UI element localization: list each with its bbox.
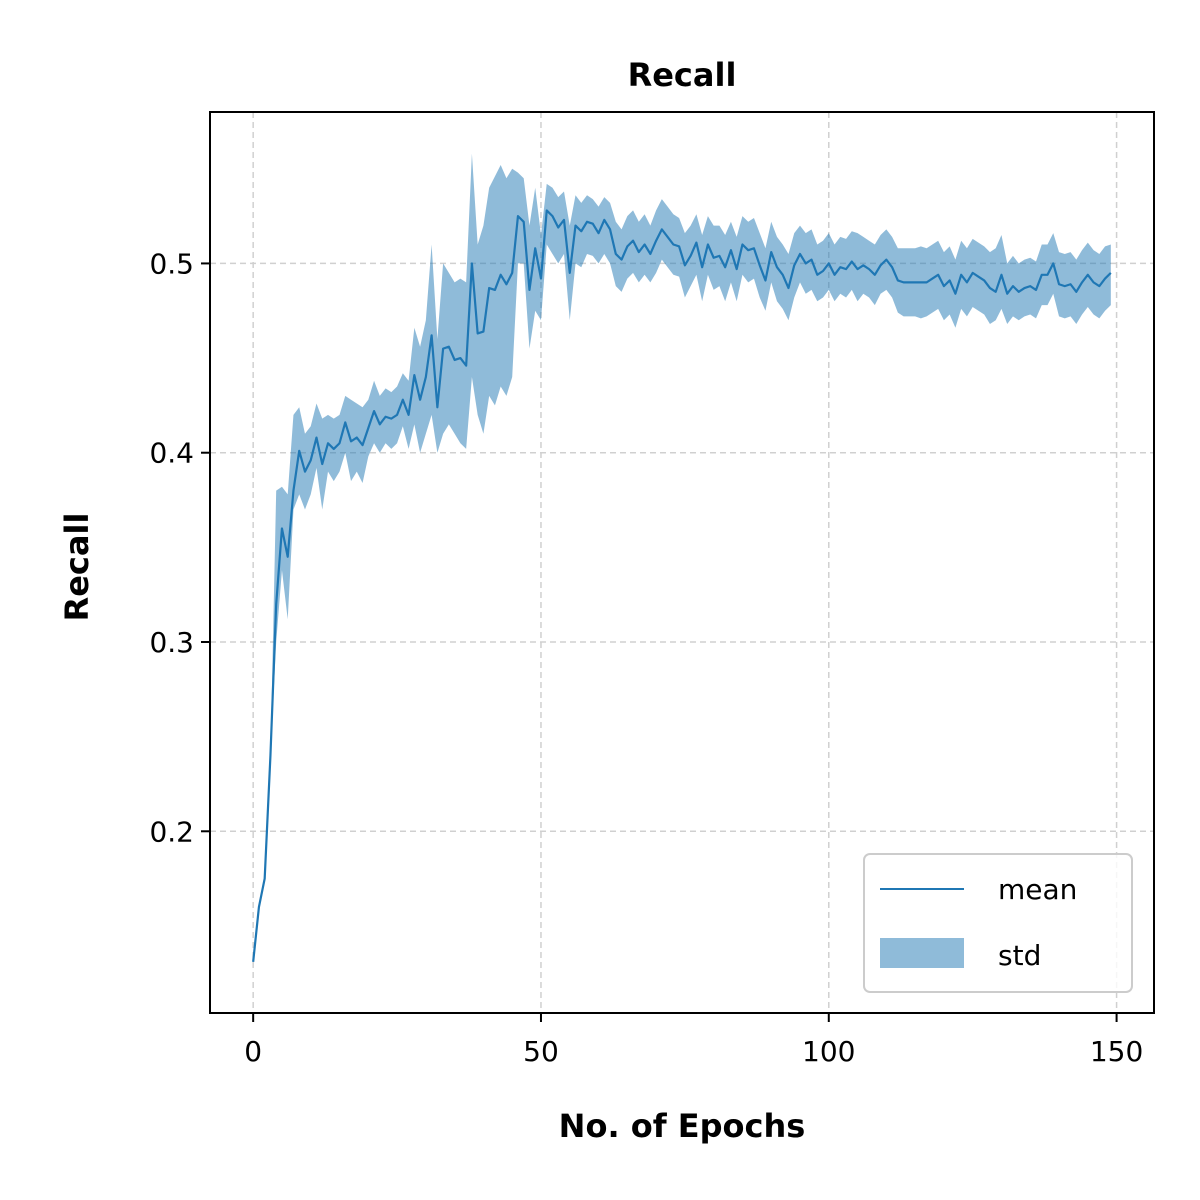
legend-std-label: std: [998, 939, 1041, 972]
x-axis-label: No. of Epochs: [559, 1107, 806, 1145]
mean-line: [252, 209, 1112, 963]
x-tick-label: 50: [523, 1035, 559, 1068]
x-tick-label: 150: [1090, 1035, 1143, 1068]
legend: mean std: [863, 853, 1133, 993]
plot-frame: [209, 111, 1155, 1014]
y-tick-label: 0.2: [149, 815, 194, 848]
y-tick-label: 0.3: [149, 626, 194, 659]
x-axis-ticks: 0 50 100 150: [244, 1013, 1143, 1068]
chart-title: Recall: [628, 56, 737, 94]
x-tick-label: 0: [244, 1035, 262, 1068]
mean-line-path: [252, 209, 1112, 963]
y-tick-label: 0.4: [149, 437, 194, 470]
y-tick-label: 0.5: [149, 247, 194, 280]
y-axis-label: Recall: [58, 513, 96, 622]
y-axis-ticks: 0.2 0.3 0.4 0.5: [149, 247, 210, 848]
x-tick-label: 100: [802, 1035, 855, 1068]
legend-std-swatch: [880, 938, 964, 968]
legend-mean-label: mean: [998, 873, 1077, 906]
